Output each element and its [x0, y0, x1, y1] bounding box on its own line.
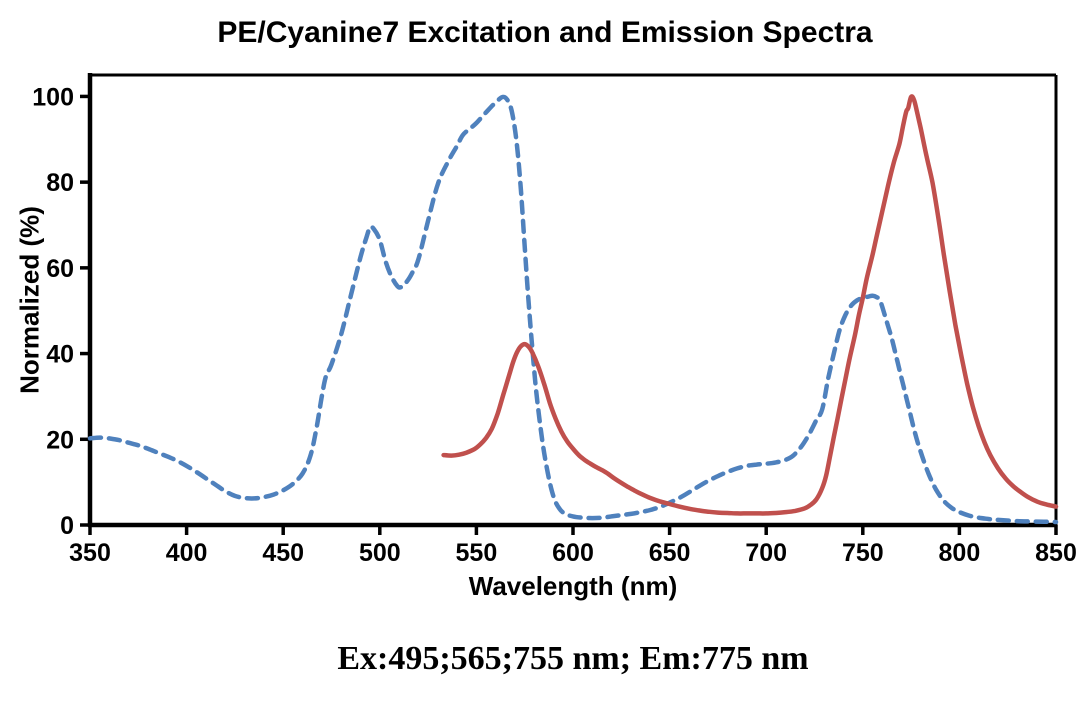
x-tick-label: 450	[262, 539, 304, 567]
x-tick-label: 850	[1035, 539, 1077, 567]
x-tick-label: 550	[456, 539, 498, 567]
x-tick-label: 700	[745, 539, 787, 567]
chart-title: PE/Cyanine7 Excitation and Emission Spec…	[217, 16, 873, 49]
excitation-curve	[87, 94, 1059, 525]
y-tick-label: 100	[32, 83, 74, 111]
x-tick-label: 500	[359, 539, 401, 567]
emission-curve	[441, 94, 1059, 516]
peak-caption: Ex:495;565;755 nm; Em:775 nm	[337, 640, 809, 677]
x-tick-label: 650	[649, 539, 691, 567]
y-axis-title: Normalized (%)	[14, 206, 45, 394]
x-axis-title: Wavelength (nm)	[468, 571, 678, 601]
x-tick-label: 800	[939, 539, 981, 567]
x-tick-label: 350	[69, 539, 111, 567]
y-tick-label: 40	[46, 341, 74, 369]
y-tick-label: 20	[46, 426, 74, 454]
y-tick-label: 60	[46, 255, 74, 283]
x-tick-label: 750	[842, 539, 884, 567]
y-tick-label: 80	[46, 169, 74, 197]
x-tick-label: 400	[166, 539, 208, 567]
y-tick-label: 0	[60, 512, 74, 540]
x-tick-label: 600	[552, 539, 594, 567]
